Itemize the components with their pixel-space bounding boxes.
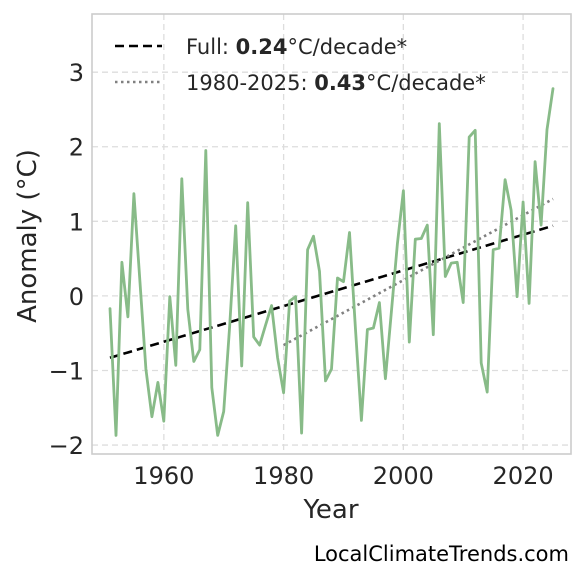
grid: [92, 14, 571, 454]
x-tick-label: 2000: [373, 462, 434, 490]
plot-frame: [91, 13, 572, 455]
y-tick-label: 2: [69, 134, 84, 162]
legend-entry-full: Full: 0.24°C/decade*: [186, 35, 407, 59]
x-tick-label: 1980: [253, 462, 314, 490]
x-tick-label: 1960: [133, 462, 194, 490]
x-axis-label: Year: [302, 495, 358, 525]
y-tick-labels: −2 −1 0 1 2 3: [49, 59, 84, 460]
watermark-text: LocalClimateTrends.com: [314, 542, 569, 566]
y-tick-label: 0: [69, 283, 84, 311]
y-tick-label: 3: [69, 59, 84, 87]
series-layer: [108, 87, 555, 437]
legend-entry-recent: 1980-2025: 0.43°C/decade*: [186, 71, 486, 95]
series-line-anomaly: [108, 87, 555, 437]
y-tick-label: −2: [49, 432, 84, 460]
x-tick-label: 2020: [493, 462, 554, 490]
y-tick-label: −1: [49, 357, 84, 385]
y-tick-label: 1: [69, 208, 84, 236]
x-tick-labels: 1960 1980 2000 2020: [133, 462, 553, 490]
y-axis-label: Anomaly (°C): [13, 149, 43, 323]
legend: Full: 0.24°C/decade* 1980-2025: 0.43°C/d…: [115, 35, 486, 95]
